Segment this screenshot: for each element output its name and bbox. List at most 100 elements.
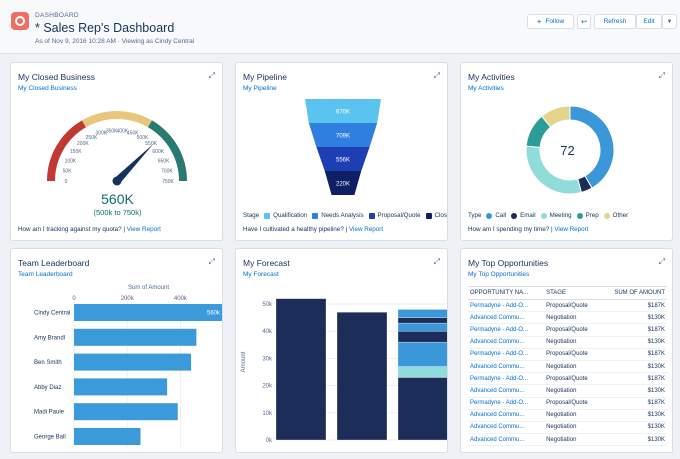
opportunity-link[interactable]: Advanced Commu... (468, 421, 545, 435)
stage-cell: Proposal/Quote (544, 348, 601, 361)
amount-cell: $130K (600, 336, 667, 349)
gauge-tick-label: 450K (127, 130, 139, 136)
card-report-link[interactable]: My Top Opportunities (468, 271, 530, 278)
opportunity-link[interactable]: Permadyne - Add-O... (468, 299, 545, 313)
x-tick-label: 200k (121, 296, 135, 302)
gauge-band (147, 120, 187, 182)
column-header-stage[interactable]: STAGE (544, 286, 601, 300)
opportunity-link[interactable]: Advanced Commu... (468, 409, 545, 422)
expand-icon[interactable]: ⤢ (658, 71, 665, 80)
leaderboard-bar (74, 353, 192, 371)
forecast-bar-segment (397, 377, 447, 441)
stage-cell: Negotiation (544, 421, 601, 435)
x-tick-label: 400k (174, 296, 188, 302)
gauge-tick-label: 500K (137, 135, 149, 141)
plus-icon: + (536, 17, 542, 26)
forecast-stacked-chart: Amount 0k 10k 20k 30k 40k 50k (241, 298, 447, 444)
gauge-needle (114, 143, 154, 184)
legend-label: Proposal/Quote (377, 212, 421, 219)
y-axis-title: Amount (241, 351, 247, 372)
leaderboard-bar (74, 304, 222, 321)
x-tick-label: 0 (72, 296, 76, 302)
footer-question: Have I cultivated a healthy pipeline? (243, 226, 344, 233)
table-row: Advanced Commu... Negotiation $130K (468, 384, 667, 398)
expand-icon[interactable]: ⤢ (208, 257, 215, 266)
amount-cell: $187K (600, 323, 667, 337)
leaderboard-bar-chart: Sum of Amount 0 200k 400k Cindy Central 560k… (34, 285, 222, 447)
table-header-row: OPPORTUNITY NA... STAGE SUM OF AMOUNT (468, 286, 667, 300)
expand-icon[interactable]: ⤢ (433, 257, 440, 266)
gauge-tick-label: 550K (145, 141, 157, 147)
amount-cell: $187K (600, 348, 667, 361)
table-row: Permadyne - Add-O... Proposal/Quote $187K (468, 323, 667, 337)
opportunity-link[interactable]: Permadyne - Add-O... (468, 372, 545, 386)
forecast-bar-segment (336, 312, 388, 441)
expand-icon[interactable]: ⤢ (433, 71, 440, 80)
leaderboard-bar (74, 328, 197, 346)
opportunities-card: My Top Opportunities My Top Opportunitie… (460, 248, 673, 453)
stage-cell: Negotiation (544, 409, 601, 422)
column-header-amount[interactable]: SUM OF AMOUNT (600, 286, 667, 300)
expand-icon[interactable]: ⤢ (658, 257, 665, 266)
card-report-link[interactable]: My Forecast (243, 271, 279, 278)
legend-label: Prep (585, 212, 599, 219)
forecast-bar-segment (397, 317, 447, 324)
stage-cell: Proposal/Quote (544, 299, 601, 313)
card-footer: How am I tracking against my quota? | Vi… (18, 226, 161, 233)
view-report-link[interactable]: View Report (348, 226, 384, 233)
card-report-link[interactable]: My Activities (468, 85, 504, 92)
gauge-band (47, 120, 87, 182)
legend-swatch (540, 212, 547, 219)
opportunity-link[interactable]: Advanced Commu... (468, 360, 545, 374)
gauge-tick-label: 650K (158, 158, 170, 164)
legend-title: Type (468, 212, 482, 219)
opportunity-link[interactable]: Advanced Commu... (468, 311, 545, 325)
opportunity-link[interactable]: Permadyne - Add-O... (468, 323, 545, 337)
gauge-tick-label: 400K (116, 128, 128, 134)
view-report-link[interactable]: View Report (126, 226, 161, 233)
y-tick-label: 40k (262, 329, 273, 335)
forecast-bar-segment (397, 366, 447, 378)
bar-data-label: 560k (207, 311, 221, 317)
card-report-link[interactable]: My Pipeline (243, 85, 277, 92)
gauge-hub (112, 176, 122, 186)
gauge-tick-label: 300K (95, 130, 107, 136)
legend-swatch (425, 212, 432, 219)
refresh-button[interactable]: Refresh (594, 14, 636, 29)
view-report-link[interactable]: View Report (554, 226, 589, 233)
donut-slice (541, 105, 571, 128)
amount-cell: $130K (600, 433, 667, 447)
follow-button[interactable]: + Follow (527, 14, 574, 29)
page-title: * Sales Rep's Dashboard (35, 21, 175, 35)
legend-label: Email (520, 212, 536, 219)
stage-cell: Negotiation (544, 336, 601, 349)
card-footer: Have I cultivated a healthy pipeline? | … (243, 226, 384, 233)
donut-center-value: 72 (560, 143, 575, 158)
more-actions-button[interactable]: ▼ (662, 14, 677, 29)
closed-business-card: My Closed Business My Closed Business ⤢ … (10, 62, 223, 241)
back-button[interactable]: ↩ (577, 14, 591, 29)
card-footer: How am I spending my time? | View Report (468, 226, 589, 233)
opportunity-link[interactable]: Permadyne - Add-O... (468, 348, 545, 361)
table-row: Advanced Commu... Negotiation $130K (468, 360, 667, 374)
opportunity-link[interactable]: Advanced Commu... (468, 384, 545, 398)
header-eyebrow: DASHBOARD (35, 12, 79, 19)
card-report-link[interactable]: Team Leaderboard (18, 271, 73, 278)
gauge-band (82, 111, 152, 128)
forecast-bar-segment (275, 298, 327, 441)
opportunity-link[interactable]: Advanced Commu... (468, 433, 545, 447)
edit-label: Edit (643, 18, 655, 25)
table-row: Advanced Commu... Negotiation $130K (468, 433, 667, 447)
edit-button[interactable]: Edit (636, 14, 662, 29)
legend-label: Meeting (549, 212, 572, 219)
expand-icon[interactable]: ⤢ (208, 71, 215, 80)
funnel-segment (324, 171, 362, 195)
bar-category-label: Madi Paule (34, 410, 65, 416)
card-report-link[interactable]: My Closed Business (18, 85, 77, 92)
gauge-tick-label: 250K (86, 135, 98, 141)
undo-icon: ↩ (581, 18, 587, 26)
opportunity-link[interactable]: Advanced Commu... (468, 336, 545, 349)
opportunity-link[interactable]: Permadyne - Add-O... (468, 397, 545, 410)
footer-question: How am I tracking against my quota? (18, 226, 122, 233)
column-header-opportunity[interactable]: OPPORTUNITY NA... (468, 286, 545, 300)
